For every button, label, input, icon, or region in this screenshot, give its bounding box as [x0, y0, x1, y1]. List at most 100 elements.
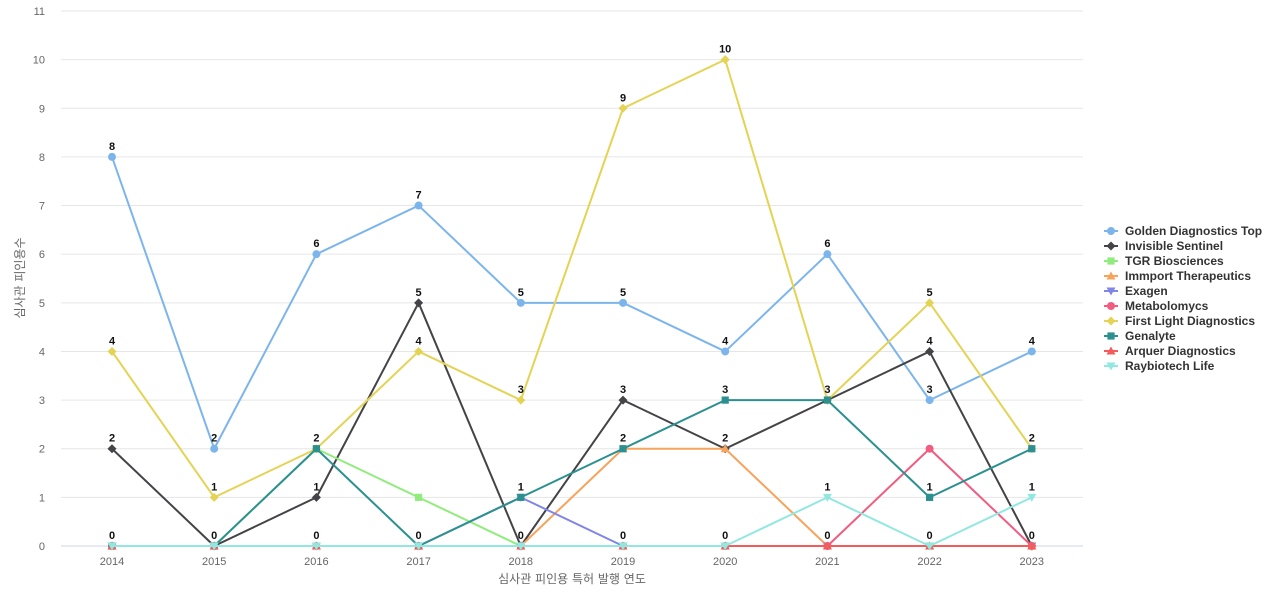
data-point[interactable] [926, 493, 934, 501]
legend-marker-icon [1106, 362, 1116, 371]
data-label: 0 [824, 530, 830, 542]
data-point[interactable] [516, 298, 525, 307]
data-point[interactable] [1027, 347, 1036, 356]
data-point[interactable] [311, 492, 321, 502]
data-point[interactable] [516, 395, 526, 405]
data-label: 2 [211, 433, 217, 445]
data-point[interactable] [618, 103, 628, 113]
legend-label: Raybiotech Life [1125, 359, 1215, 373]
legend-item[interactable]: Metabolomycs [1104, 299, 1209, 313]
data-point[interactable] [822, 541, 832, 550]
series-invisible-sentinel [107, 298, 1037, 551]
data-label: 0 [722, 530, 728, 542]
data-point[interactable] [415, 493, 423, 501]
data-point[interactable] [619, 445, 627, 453]
data-label: 0 [518, 530, 524, 542]
data-point[interactable] [925, 444, 934, 453]
data-point[interactable] [721, 347, 730, 356]
legend-item[interactable]: Golden Diagnostics Top [1104, 224, 1262, 238]
legend-item[interactable]: First Light Diagnostics [1104, 314, 1255, 328]
y-axis-title: 심사관 피인용수 [13, 237, 27, 318]
data-point[interactable] [108, 152, 116, 161]
series-first-light-diagnostics [107, 55, 1037, 502]
legend-item[interactable]: Invisible Sentinel [1104, 239, 1223, 253]
data-point[interactable] [618, 542, 628, 551]
legend-marker-icon [1107, 257, 1115, 265]
data-point[interactable] [414, 542, 424, 551]
series-lines [107, 55, 1037, 551]
x-tick-label: 2023 [1020, 556, 1044, 568]
series-line [111, 496, 1033, 547]
y-tick-label: 4 [39, 346, 45, 358]
legend-label: Genalyte [1125, 329, 1176, 343]
data-point[interactable] [619, 298, 627, 307]
data-point[interactable] [107, 444, 117, 454]
x-tick-label: 2015 [202, 556, 226, 568]
data-label: 10 [719, 44, 731, 56]
data-point[interactable] [311, 542, 321, 551]
series-golden-diagnostics-top [108, 152, 1036, 453]
data-point[interactable] [925, 298, 935, 308]
data-label: 1 [518, 481, 524, 493]
data-point[interactable] [618, 395, 628, 405]
data-point[interactable] [720, 55, 730, 65]
data-label: 2 [722, 433, 728, 445]
legend-label: First Light Diagnostics [1125, 314, 1255, 328]
data-point[interactable] [209, 492, 219, 502]
y-tick-label: 2 [39, 444, 45, 456]
data-point[interactable] [1027, 541, 1037, 550]
legend-item[interactable]: Raybiotech Life [1104, 359, 1215, 373]
data-label: 4 [416, 335, 423, 347]
legend-item[interactable]: Exagen [1104, 284, 1168, 298]
data-label: 8 [109, 141, 115, 153]
data-label: 0 [1029, 530, 1035, 542]
data-point[interactable] [1027, 493, 1037, 502]
data-label: 0 [927, 530, 933, 542]
data-label: 5 [927, 287, 933, 299]
series-exagen [107, 493, 1037, 551]
data-point[interactable] [823, 250, 832, 259]
data-label: 5 [518, 287, 524, 299]
legend-item[interactable]: Arquer Diagnostics [1104, 344, 1236, 358]
y-tick-label: 9 [39, 103, 45, 115]
data-point[interactable] [414, 298, 424, 308]
data-point[interactable] [107, 346, 117, 356]
data-point[interactable] [720, 444, 730, 453]
data-point[interactable] [312, 250, 321, 259]
data-point[interactable] [925, 396, 934, 405]
y-tick-label: 1 [39, 492, 45, 504]
data-point[interactable] [414, 201, 423, 210]
data-point[interactable] [210, 444, 219, 453]
data-point[interactable] [823, 396, 831, 404]
legend-marker-icon [1107, 332, 1115, 340]
data-label: 3 [518, 384, 524, 396]
data-point[interactable] [925, 542, 935, 551]
data-point[interactable] [925, 346, 935, 356]
data-label: 7 [416, 190, 422, 202]
data-label: 5 [620, 287, 626, 299]
y-tick-label: 10 [33, 55, 45, 67]
legend-label: Golden Diagnostics Top [1125, 224, 1262, 238]
data-point[interactable] [209, 542, 219, 551]
data-point[interactable] [720, 542, 730, 551]
data-label: 5 [416, 287, 422, 299]
y-tick-label: 11 [34, 6, 45, 18]
data-point[interactable] [517, 493, 525, 501]
data-point[interactable] [1028, 445, 1036, 453]
legend-item[interactable]: TGR Biosciences [1104, 254, 1224, 268]
data-label: 2 [313, 433, 319, 445]
data-label: 2 [1029, 433, 1035, 445]
data-point[interactable] [312, 445, 320, 453]
data-label: 0 [620, 530, 626, 542]
series-line [111, 155, 1033, 450]
data-point[interactable] [721, 396, 729, 404]
legend-item[interactable]: Immport Therapeutics [1104, 269, 1251, 283]
legend-item[interactable]: Genalyte [1104, 329, 1176, 343]
data-point[interactable] [414, 346, 424, 356]
data-label: 3 [722, 384, 728, 396]
data-point[interactable] [107, 542, 117, 551]
data-point[interactable] [822, 493, 832, 502]
series-raybiotech-life [107, 493, 1037, 551]
data-point[interactable] [516, 542, 526, 551]
